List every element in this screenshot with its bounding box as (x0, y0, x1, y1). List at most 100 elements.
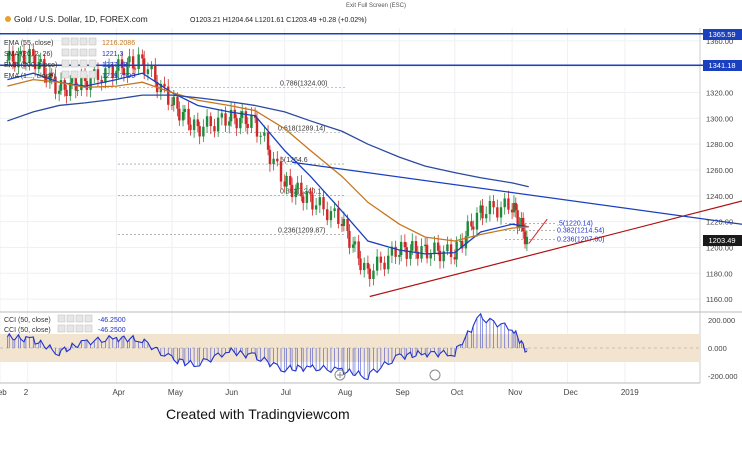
fib-label-upper: 0.236(1209.87) (278, 228, 325, 235)
candle-body (48, 72, 52, 83)
candle-body (424, 244, 427, 247)
candle-body (481, 205, 484, 219)
candle-body (178, 108, 181, 121)
caption-bar: Created with Tradingviewcom (0, 404, 742, 428)
candle-body (8, 50, 11, 61)
candle-body (337, 208, 340, 224)
candle-body (326, 209, 329, 221)
caption-text: Created with Tradingviewcom (166, 406, 350, 422)
plus-icon[interactable] (334, 369, 346, 381)
candle-body (433, 242, 436, 255)
candle-body (131, 56, 135, 69)
candle-body (122, 68, 126, 76)
candle-body (390, 246, 394, 256)
price-badge-current: 1203.49 (703, 235, 742, 246)
candle-body (446, 244, 449, 252)
candle-body (76, 90, 79, 92)
time-tick-label: 2019 (621, 388, 639, 397)
candle-body (239, 117, 242, 129)
cci-toggle-icon (57, 324, 66, 333)
indicator-toggle-icon (70, 59, 79, 68)
indicator-label: EMA (55, close) (4, 40, 53, 47)
indicator-value: 1237.48 (102, 62, 127, 69)
time-tick-label: Sep (395, 388, 410, 397)
exit-fullscreen-label[interactable]: Exit Full Screen (ESC) (346, 3, 406, 9)
candle-body (187, 108, 190, 125)
price-tick-label: 1160.00 (706, 295, 733, 304)
candle-body (512, 202, 516, 213)
cci-toolbar (334, 369, 441, 381)
candle-body (17, 54, 20, 68)
candle-body (420, 246, 423, 259)
candle-body (229, 109, 233, 122)
candle-body (146, 69, 150, 75)
candle-body (499, 207, 503, 218)
horizontal-levels (0, 32, 703, 66)
candle-body (126, 62, 129, 76)
reset-icon[interactable] (429, 369, 441, 381)
candle-body (459, 240, 462, 242)
candle-body (107, 65, 111, 69)
price-tick-label: 1320.00 (706, 89, 733, 98)
candle-body (213, 126, 216, 132)
candle-body (488, 201, 492, 215)
indicator-value: 1219.7590 (102, 73, 135, 80)
candle-body (479, 205, 482, 213)
candle-body (137, 54, 140, 69)
exit-fullscreen-button[interactable] (334, 0, 418, 9)
candle-body (368, 268, 371, 279)
candle-body (285, 175, 288, 187)
candle-body (65, 89, 68, 97)
time-tick-label: Dec (564, 388, 578, 397)
candle-body (189, 124, 192, 131)
candle-body (83, 75, 87, 82)
candle-body (516, 210, 519, 228)
indicator-label: EMA (1..., close) (4, 73, 55, 80)
cci-value: -46.2500 (98, 317, 126, 324)
indicator-label: EMA (200, close) (4, 62, 57, 69)
cci-label: CCI (50, close) (4, 317, 51, 324)
candle-body (80, 75, 83, 91)
price-tick-label: 1300.00 (706, 114, 733, 123)
cci-tick-label: 0.000 (708, 344, 727, 353)
candle-body (63, 80, 66, 90)
candle-body (283, 181, 286, 187)
symbol-status-dot (5, 16, 11, 22)
indicator-toggle-icon (79, 59, 88, 68)
candle-body (372, 270, 375, 279)
candle-body (192, 119, 196, 131)
candle-body (521, 217, 525, 232)
candle-body (115, 70, 118, 78)
candle-body (183, 108, 187, 112)
time-tick-label: May (168, 388, 183, 397)
cci-toggle-icon (84, 324, 93, 333)
candle-body (466, 221, 469, 237)
candle-body (387, 255, 390, 270)
candle-body (300, 182, 303, 197)
indicator-toggle-icon (61, 37, 70, 46)
candle-body (69, 82, 72, 97)
time-tick-label: Apr (112, 388, 125, 397)
candle-body (305, 191, 309, 203)
candle-body (425, 244, 429, 259)
candle-body (348, 230, 351, 248)
candle-body (318, 197, 322, 206)
resistance-trendline (292, 161, 742, 225)
indicator-toggle-icon (88, 70, 97, 79)
fib-label-upper: 0.786(1324.00) (280, 80, 327, 87)
indicator-toggle-icon (79, 70, 88, 79)
cci-toggle-icon (57, 314, 66, 323)
candle-body (322, 197, 325, 210)
candle-body (503, 198, 506, 208)
price-tick-label: 1180.00 (706, 269, 733, 278)
candle-body (296, 182, 299, 189)
candle-body (6, 60, 9, 62)
indicator-legend: EMA (55, close) 1216.2086 SMA (20, 2, 26) 1… (4, 37, 135, 334)
candle-body (510, 209, 514, 213)
candle-body (375, 256, 379, 271)
candle-body (520, 217, 523, 225)
candle-body (143, 58, 146, 75)
candle-body (414, 241, 418, 252)
